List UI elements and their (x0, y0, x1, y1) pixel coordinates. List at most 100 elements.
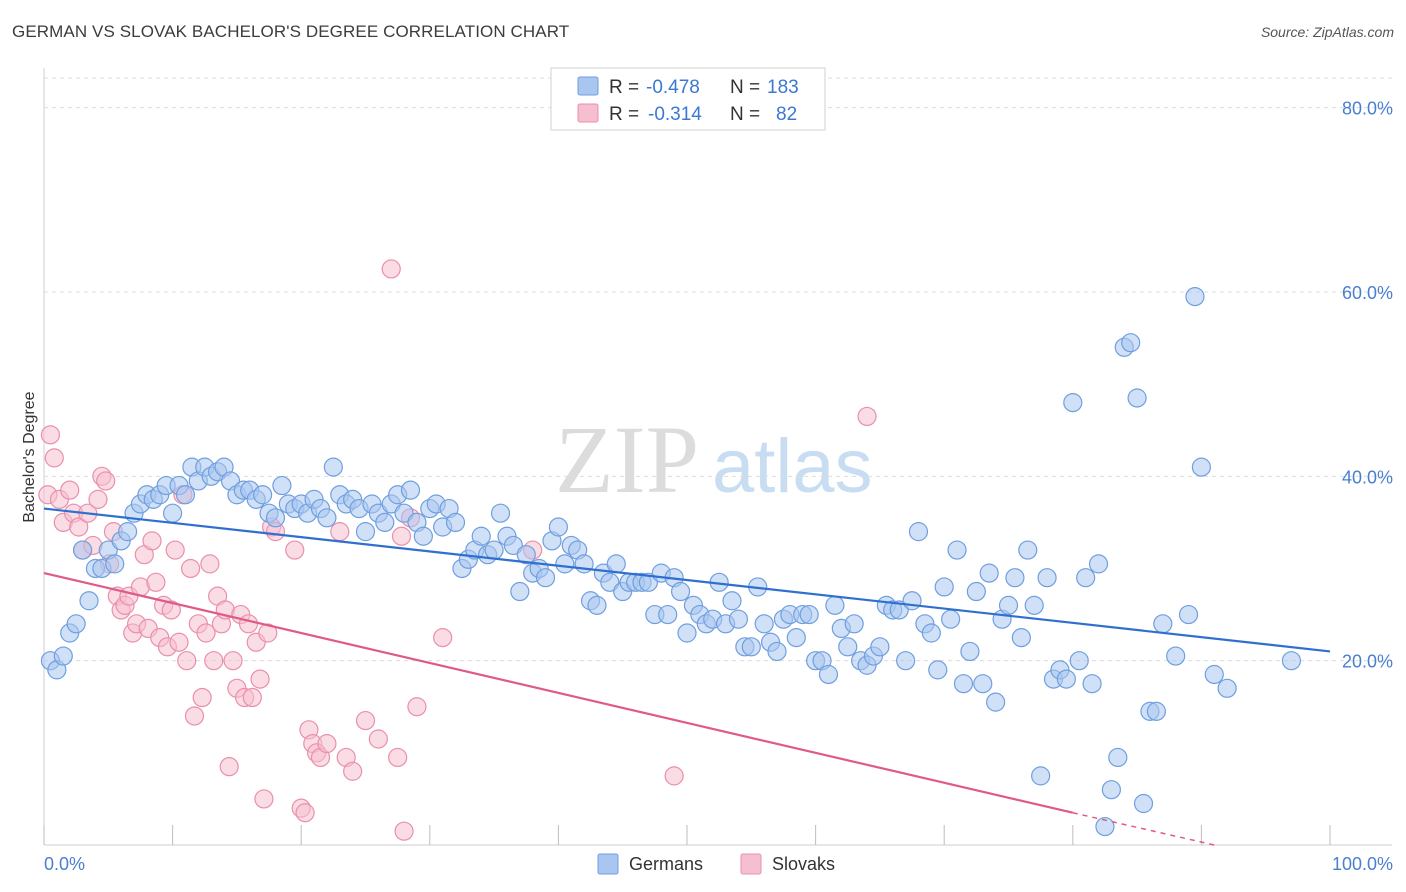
german-point (175, 485, 196, 505)
series-legend: Germans Slovaks (597, 853, 835, 875)
slovak-point (223, 651, 243, 671)
german-point (1153, 614, 1173, 634)
stats-legend: R = -0.478 N = 183 R = -0.314 N = 82 (550, 67, 826, 131)
german-point (896, 651, 916, 671)
slovak-point (857, 406, 877, 427)
german-point (1146, 701, 1166, 721)
german-point (400, 480, 421, 500)
german-point (535, 568, 556, 588)
german-point (323, 457, 343, 477)
german-point (72, 540, 93, 560)
slovak-point (391, 526, 412, 546)
german-point (1108, 747, 1128, 768)
legend-label-slovaks: Slovaks (772, 854, 835, 874)
slovak-point (181, 558, 201, 579)
german-point (1069, 651, 1089, 671)
slovak-point (250, 669, 270, 689)
slovak-point (388, 747, 408, 768)
german-point (66, 614, 86, 634)
slovak-trend-extension (1072, 812, 1215, 846)
german-point (825, 595, 845, 615)
german-point (1127, 388, 1147, 408)
german-point (722, 591, 742, 611)
german-point (548, 517, 569, 537)
slovak-point (192, 687, 212, 708)
german-point (253, 485, 273, 505)
german-point (375, 512, 395, 533)
german-point (941, 609, 961, 629)
slovak-point (368, 729, 388, 749)
german-point (960, 641, 980, 662)
german-n-value: 183 (767, 77, 799, 98)
trend-lines (43, 507, 1331, 846)
german-point (471, 526, 491, 546)
slovak-point (44, 448, 64, 468)
slovak-point (343, 761, 363, 781)
german-point (587, 595, 607, 615)
german-point (1133, 793, 1154, 814)
german-point (728, 609, 749, 629)
german-point (928, 660, 948, 680)
slovak-point (200, 554, 220, 574)
slovak-point (258, 623, 278, 643)
german-point (677, 623, 697, 643)
chart-title: GERMAN VS SLOVAK BACHELOR'S DEGREE CORRE… (12, 22, 570, 41)
german-point (979, 563, 999, 583)
slovak-n-value: 82 (776, 104, 797, 125)
german-point (490, 503, 511, 523)
german-point (265, 508, 286, 528)
german-point (1095, 816, 1115, 837)
slovak-point (146, 572, 166, 592)
german-point (1011, 628, 1031, 648)
german-point (1056, 669, 1076, 689)
german-point (1281, 651, 1302, 671)
axes: 20.0% 40.0% 60.0% 80.0% 0.0% 100.0% (43, 68, 1393, 874)
data-points (38, 259, 1302, 841)
german-r-value: -0.478 (646, 77, 700, 98)
source-label: Source: ZipAtlas.com (1260, 24, 1394, 40)
german-point (1191, 457, 1212, 477)
german-point (445, 512, 466, 533)
slovak-point (165, 540, 185, 560)
german-point (741, 637, 761, 657)
german-point (1082, 674, 1102, 694)
slovak-point (196, 623, 216, 643)
slovak-point (407, 697, 427, 717)
german-point (1076, 568, 1096, 588)
german-point (902, 591, 922, 611)
slovak-point (394, 821, 414, 841)
german-point (105, 554, 125, 574)
german-r-label: R = (609, 77, 639, 98)
german-point (117, 522, 138, 542)
slovak-point (381, 259, 401, 279)
german-point (870, 637, 890, 657)
german-point (1166, 646, 1186, 666)
x-tick-label-max: 100.0% (1332, 854, 1393, 874)
german-stats-swatch (577, 76, 599, 96)
slovak-r-label: R = (609, 104, 639, 125)
slovak-point (330, 522, 350, 542)
german-point (272, 475, 292, 496)
german-point (973, 674, 993, 694)
german-n-label: N = (730, 77, 760, 98)
slovak-point (161, 600, 181, 620)
german-point (413, 526, 433, 546)
slovak-point (169, 632, 189, 652)
slovak-point (295, 803, 315, 823)
slovak-point (242, 687, 262, 708)
slovak-point (184, 706, 205, 726)
legend-label-germans: Germans (629, 854, 703, 874)
german-point (1024, 595, 1044, 615)
slovak-point (433, 628, 453, 648)
german-point (754, 614, 774, 634)
slovak-point (142, 531, 162, 551)
german-point (1037, 568, 1057, 588)
german-point (355, 522, 376, 542)
slovak-n-label: N = (730, 104, 760, 125)
x-tick-label-min: 0.0% (44, 854, 85, 874)
slovak-point (40, 425, 61, 445)
german-point (838, 637, 858, 657)
german-point (484, 540, 504, 560)
slovak-r-value: -0.314 (648, 104, 702, 125)
